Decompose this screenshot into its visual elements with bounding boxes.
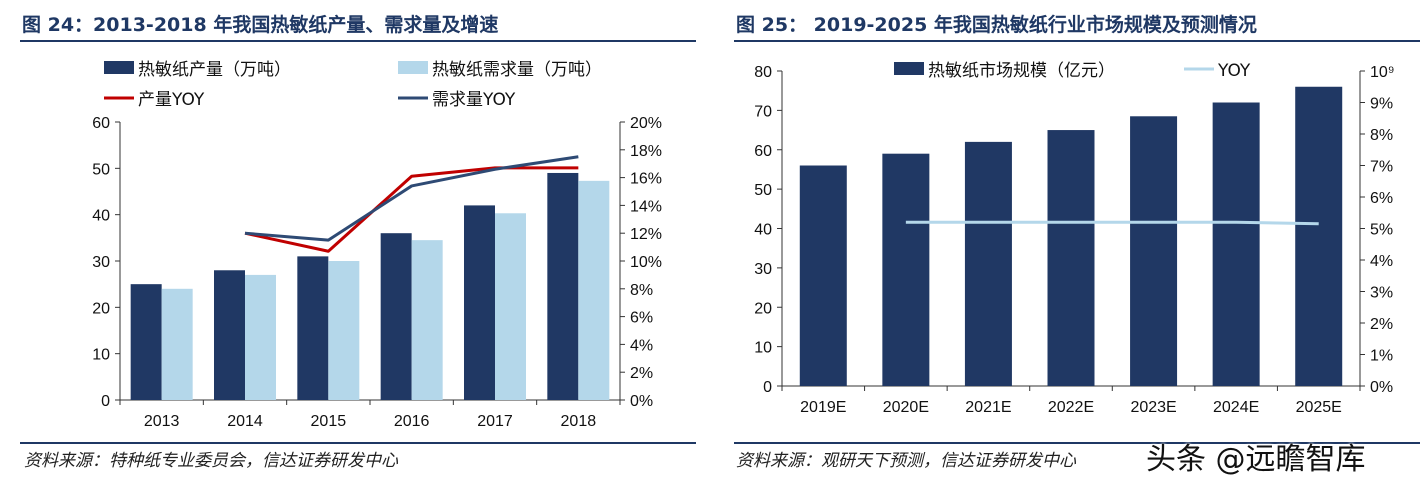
y-tick-label: 60 <box>754 143 772 160</box>
legend-label-0: 热敏纸产量（万吨） <box>138 60 291 80</box>
bar-0-2 <box>297 256 329 400</box>
figure-25-chart: 0 10 20 30 40 50 60 70 80 0% 1% 2% 3% 4% 5% 6% 7% 8% 9% 10⁹… <box>754 61 1395 416</box>
bar-0-3 <box>1047 130 1095 386</box>
x-tick-label: 2013 <box>144 413 180 430</box>
bar-1-1 <box>245 274 276 400</box>
y-tick-label: 0 <box>101 393 110 410</box>
legend-swatch-0 <box>894 62 924 75</box>
y-tick-label: 20 <box>754 300 772 317</box>
y2-tick-label: 18% <box>630 143 662 160</box>
y2-tick-label: 6% <box>630 310 653 327</box>
legend-label-1: 热敏纸需求量（万吨） <box>432 60 602 80</box>
x-tick-label: 2025E <box>1296 399 1342 416</box>
y-tick-label: 70 <box>754 103 772 120</box>
y-tick-label: 50 <box>754 182 772 199</box>
x-tick-label: 2024E <box>1213 399 1259 416</box>
title-rule <box>20 40 696 42</box>
bar-0-0 <box>130 284 162 400</box>
footer-rule <box>20 442 696 444</box>
y2-tick-label: 20% <box>630 115 662 132</box>
y-tick-label: 60 <box>92 115 110 132</box>
x-tick-label: 2023E <box>1130 399 1176 416</box>
legend-label-3: 需求量YOY <box>432 90 516 110</box>
y2-tick-label: 1% <box>1370 348 1393 365</box>
y2-tick-label: 2% <box>1370 316 1393 333</box>
x-tick-label: 2016 <box>394 413 430 430</box>
y2-tick-label: 3% <box>1370 285 1393 302</box>
legend-label-1: YOY <box>1217 61 1251 81</box>
figure-25-panel: 图 25： 2019-2025 年我国热敏纸行业市场规模及预测情况 0 10 20 3… <box>730 0 1422 485</box>
title-rule <box>734 40 1420 42</box>
y2-tick-label: 0% <box>1370 379 1393 396</box>
x-tick-label: 2020E <box>883 399 929 416</box>
y-tick-label: 40 <box>754 222 772 239</box>
legend-swatch-1 <box>398 61 428 74</box>
y2-tick-label: 0% <box>630 393 653 410</box>
x-tick-label: 2022E <box>1048 399 1094 416</box>
bar-1-3 <box>411 240 443 400</box>
figure-24-chart: 0 10 20 30 40 50 60 0% 2% 4% 6% 8% 10% 12% 14% 16% 18% 20… <box>92 60 662 430</box>
series-line-2 <box>244 166 579 253</box>
y-tick-label: 0 <box>763 379 772 396</box>
legend-swatch-0 <box>104 61 134 74</box>
y2-tick-label: 10⁹ <box>1370 64 1395 81</box>
x-tick-label: 2014 <box>227 413 263 430</box>
y-tick-label: 30 <box>92 254 110 271</box>
y2-tick-label: 10% <box>630 254 662 271</box>
x-tick-label: 2017 <box>477 413 513 430</box>
bar-1-2 <box>328 261 360 400</box>
y-tick-label: 50 <box>92 161 110 178</box>
y-tick-label: 10 <box>754 340 772 357</box>
bar-0-4 <box>464 205 495 400</box>
figure-24-source: 资料来源：特种纸专业委员会，信达证券研发中心 <box>24 451 398 471</box>
bar-1-4 <box>495 213 526 400</box>
y2-tick-label: 8% <box>630 282 653 299</box>
y-tick-label: 80 <box>754 64 772 81</box>
bar-0-1 <box>214 270 245 400</box>
y2-tick-label: 9% <box>1370 96 1393 113</box>
figure-25-source: 资料来源：观研天下预测，信达证券研发中心 <box>736 451 1076 471</box>
bar-0-3 <box>380 233 412 400</box>
footer-rule <box>734 442 1420 444</box>
x-tick-label: 2015 <box>311 413 347 430</box>
y-tick-label: 30 <box>754 261 772 278</box>
legend-label-0: 热敏纸市场规模（亿元） <box>928 61 1115 81</box>
bar-0-6 <box>1295 86 1343 386</box>
y2-tick-label: 6% <box>1370 190 1393 207</box>
x-tick-label: 2018 <box>561 413 597 430</box>
y2-tick-label: 4% <box>630 337 653 354</box>
y-tick-label: 20 <box>92 300 110 317</box>
bar-1-5 <box>578 180 610 400</box>
bar-0-0 <box>799 165 847 386</box>
y-tick-label: 40 <box>92 208 110 225</box>
bar-0-2 <box>964 141 1012 386</box>
y2-tick-label: 8% <box>1370 127 1393 144</box>
figure-24-panel: 图 24：2013-2018 年我国热敏纸产量、需求量及增速 0 10 20 30 40… <box>0 0 700 485</box>
y2-tick-label: 12% <box>630 226 662 243</box>
x-tick-label: 2021E <box>965 399 1011 416</box>
y2-tick-label: 2% <box>630 365 653 382</box>
figure-24-title: 图 24：2013-2018 年我国热敏纸产量、需求量及增速 <box>22 14 499 36</box>
series-line-3 <box>244 155 579 242</box>
bar-0-1 <box>882 153 930 386</box>
figure-25-title: 图 25： 2019-2025 年我国热敏纸行业市场规模及预测情况 <box>736 14 1257 36</box>
y-tick-label: 10 <box>92 347 110 364</box>
y2-tick-label: 14% <box>630 198 662 215</box>
series-line-1 <box>905 220 1319 226</box>
watermark: 头条 @远瞻智库 <box>1146 442 1366 477</box>
y2-tick-label: 7% <box>1370 159 1393 176</box>
x-tick-label: 2019E <box>800 399 846 416</box>
bar-0-5 <box>1212 102 1260 386</box>
bar-1-0 <box>161 288 193 400</box>
y2-tick-label: 5% <box>1370 222 1393 239</box>
bar-0-4 <box>1130 116 1178 386</box>
legend-label-2: 产量YOY <box>138 90 205 110</box>
bar-0-5 <box>547 172 579 400</box>
y2-tick-label: 16% <box>630 171 662 188</box>
y2-tick-label: 4% <box>1370 253 1393 270</box>
